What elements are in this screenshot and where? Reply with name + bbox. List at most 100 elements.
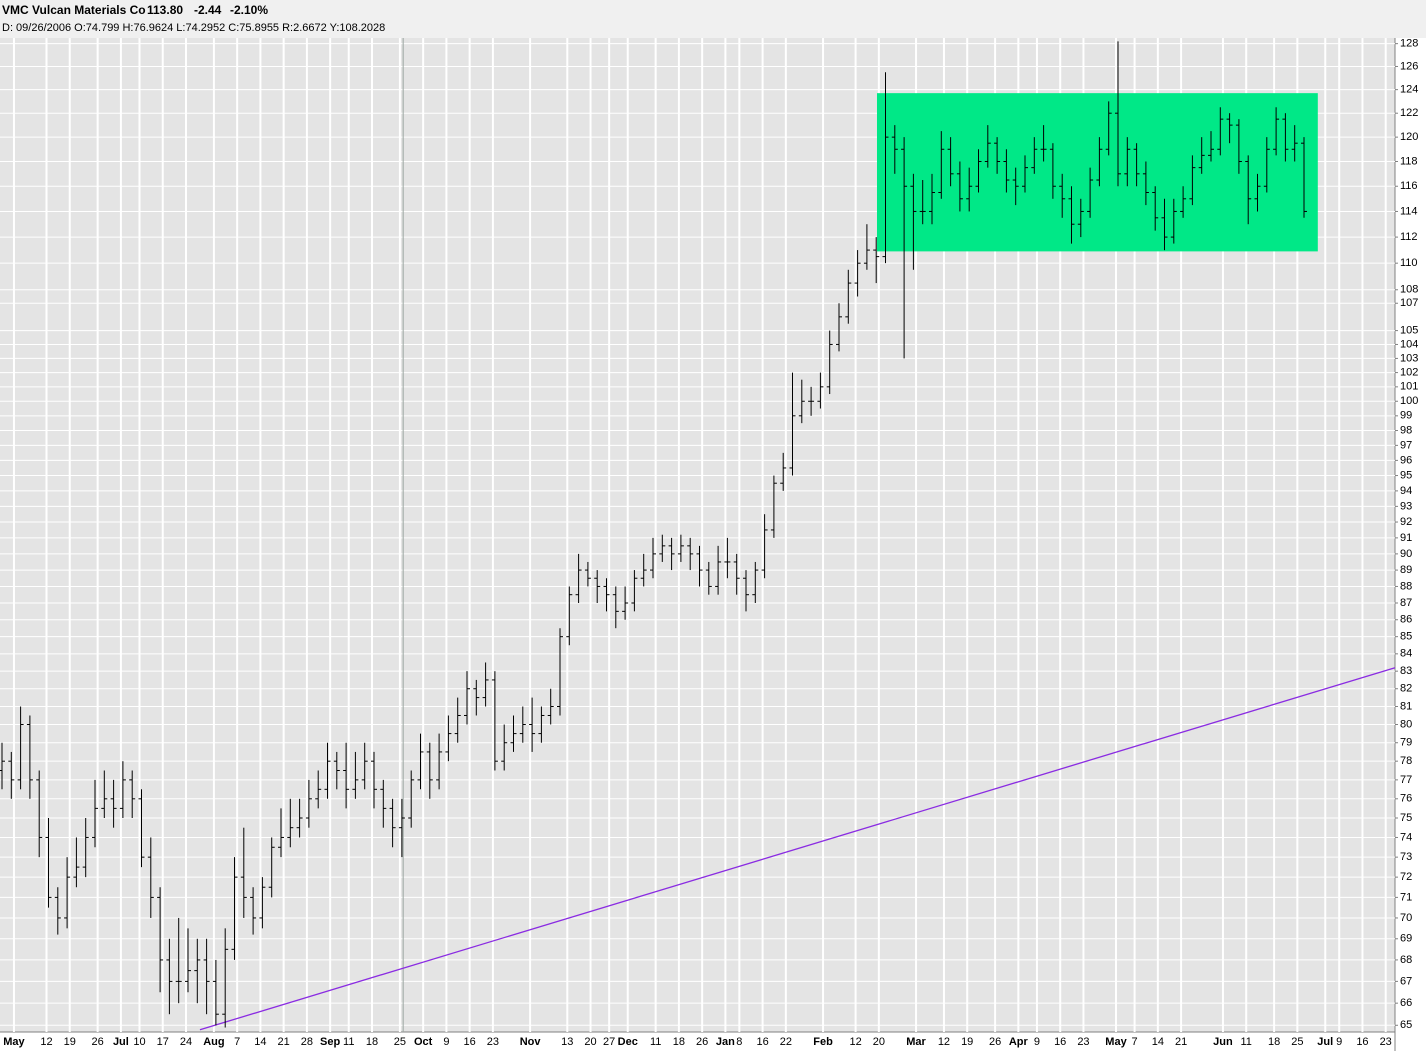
x-tick-label: May — [1105, 1036, 1127, 1048]
x-tick-label: 16 — [756, 1036, 768, 1048]
y-tick-label: 73 — [1400, 851, 1412, 863]
y-tick-label: 92 — [1400, 516, 1412, 528]
x-tick-label: 17 — [157, 1036, 169, 1048]
y-tick-label: 68 — [1400, 954, 1412, 966]
y-tick-label: 96 — [1400, 454, 1412, 466]
x-tick-label: Jun — [1213, 1036, 1233, 1048]
highlight-box — [876, 93, 1318, 252]
x-tick-label: 13 — [561, 1036, 573, 1048]
chart-title: VMC Vulcan Materials Co — [2, 3, 146, 17]
x-tick-label: 14 — [254, 1036, 266, 1048]
x-tick-label: Feb — [813, 1036, 833, 1048]
x-tick-label: 16 — [1356, 1036, 1368, 1048]
price-change: -2.44 — [194, 3, 222, 17]
y-tick-label: 85 — [1400, 631, 1412, 643]
x-tick-label: 28 — [301, 1036, 313, 1048]
y-tick-label: 124 — [1400, 84, 1418, 96]
x-tick-label: Jul — [113, 1036, 129, 1048]
x-tick-label: 9 — [443, 1036, 449, 1048]
x-tick-label: 9 — [1034, 1036, 1040, 1048]
x-tick-label: 16 — [1054, 1036, 1066, 1048]
x-tick-label: 22 — [780, 1036, 792, 1048]
y-tick-label: 75 — [1400, 812, 1412, 824]
y-tick-label: 88 — [1400, 580, 1412, 592]
y-tick-label: 83 — [1400, 665, 1412, 677]
y-tick-label: 105 — [1400, 324, 1418, 336]
x-tick-label: 20 — [873, 1036, 885, 1048]
x-tick-label: 20 — [584, 1036, 596, 1048]
y-tick-label: 71 — [1400, 891, 1412, 903]
x-tick-label: 12 — [938, 1036, 950, 1048]
y-tick-label: 99 — [1400, 410, 1412, 422]
x-tick-label: 10 — [133, 1036, 145, 1048]
y-tick-label: 122 — [1400, 107, 1418, 119]
y-tick-label: 66 — [1400, 997, 1412, 1009]
y-tick-label: 79 — [1400, 737, 1412, 749]
y-tick-label: 94 — [1400, 485, 1412, 497]
y-tick-label: 101 — [1400, 381, 1418, 393]
x-tick-label: 18 — [366, 1036, 378, 1048]
x-tick-label: 7 — [1132, 1036, 1138, 1048]
y-axis-background — [1395, 38, 1426, 1051]
y-tick-label: 76 — [1400, 793, 1412, 805]
x-tick-label: Jan — [716, 1036, 735, 1048]
x-tick-label: 18 — [673, 1036, 685, 1048]
y-tick-label: 120 — [1400, 131, 1418, 143]
y-tick-label: 77 — [1400, 774, 1412, 786]
x-tick-label: 26 — [696, 1036, 708, 1048]
price-change-percent: -2.10% — [230, 3, 268, 17]
y-tick-label: 112 — [1400, 231, 1418, 243]
y-tick-label: 110 — [1400, 257, 1418, 269]
x-tick-label: Dec — [618, 1036, 638, 1048]
x-tick-label: 21 — [1175, 1036, 1187, 1048]
y-tick-label: 80 — [1400, 718, 1412, 730]
y-tick-label: 84 — [1400, 648, 1412, 660]
x-tick-label: 21 — [278, 1036, 290, 1048]
y-tick-label: 65 — [1400, 1019, 1412, 1031]
y-tick-label: 89 — [1400, 564, 1412, 576]
y-tick-label: 93 — [1400, 500, 1412, 512]
x-tick-label: 26 — [989, 1036, 1001, 1048]
x-tick-label: 25 — [394, 1036, 406, 1048]
y-tick-label: 108 — [1400, 284, 1418, 296]
y-tick-label: 74 — [1400, 831, 1412, 843]
y-tick-label: 70 — [1400, 912, 1412, 924]
x-tick-label: 23 — [1380, 1036, 1392, 1048]
x-tick-label: 12 — [849, 1036, 861, 1048]
y-tick-label: 114 — [1400, 205, 1418, 217]
x-tick-label: Aug — [203, 1036, 224, 1048]
x-tick-label: 12 — [40, 1036, 52, 1048]
x-tick-label: May — [3, 1036, 25, 1048]
x-tick-label: 25 — [1291, 1036, 1303, 1048]
x-tick-label: Jul — [1317, 1036, 1333, 1048]
y-tick-label: 104 — [1400, 338, 1418, 350]
x-tick-label: Oct — [414, 1036, 433, 1048]
y-tick-label: 100 — [1400, 395, 1418, 407]
x-tick-label: 18 — [1268, 1036, 1280, 1048]
y-tick-label: 128 — [1400, 38, 1418, 50]
x-tick-label: 27 — [603, 1036, 615, 1048]
trendline — [199, 667, 1396, 1031]
x-tick-label: 11 — [343, 1036, 354, 1048]
x-tick-label: 23 — [1077, 1036, 1089, 1048]
x-tick-label: 26 — [92, 1036, 104, 1048]
x-tick-label: 7 — [234, 1036, 240, 1048]
x-tick-label: 24 — [180, 1036, 192, 1048]
x-tick-label: Apr — [1009, 1036, 1029, 1048]
y-tick-label: 67 — [1400, 975, 1412, 987]
bar-info: D: 09/26/2006 O:74.799 H:76.9624 L:74.29… — [2, 22, 385, 34]
y-tick-label: 126 — [1400, 60, 1418, 72]
x-tick-label: 19 — [64, 1036, 76, 1048]
header-background — [0, 0, 1426, 38]
x-tick-label: 23 — [487, 1036, 499, 1048]
x-axis-background — [0, 1032, 1395, 1051]
x-tick-label: 9 — [1336, 1036, 1342, 1048]
x-tick-label: Nov — [520, 1036, 542, 1048]
x-tick-label: 14 — [1152, 1036, 1164, 1048]
y-tick-label: 95 — [1400, 469, 1412, 481]
y-tick-label: 107 — [1400, 297, 1418, 309]
x-tick-label: Sep — [320, 1036, 340, 1048]
y-tick-label: 81 — [1400, 700, 1412, 712]
y-tick-label: 98 — [1400, 424, 1412, 436]
